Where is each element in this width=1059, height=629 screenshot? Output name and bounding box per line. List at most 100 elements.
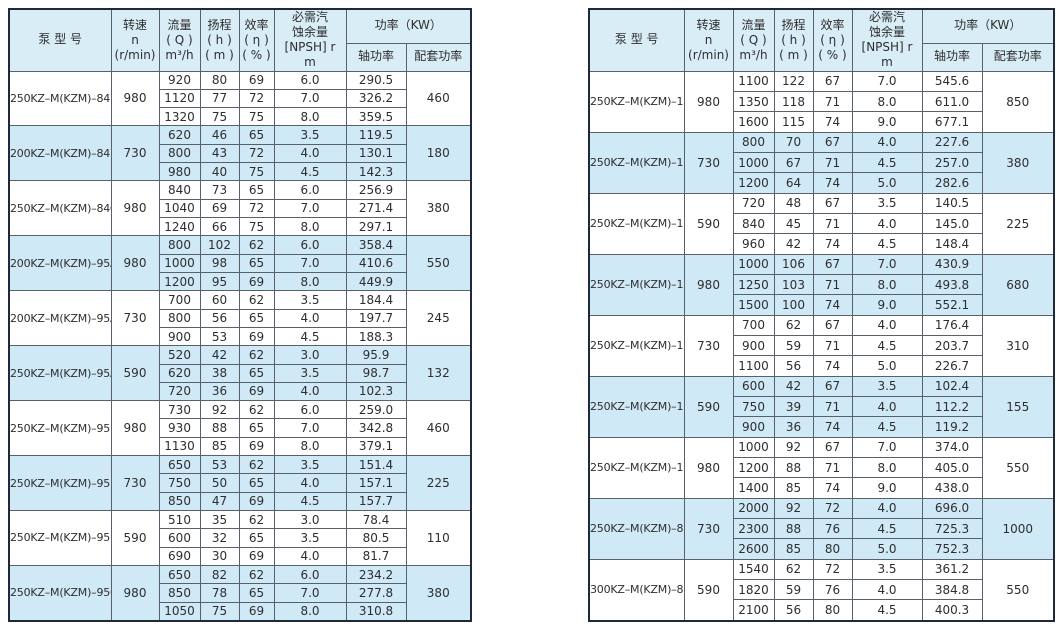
head-cell: 88: [773, 457, 814, 479]
model-cell: 250KZ–M(KZM)–95C: [8, 564, 112, 622]
head-cell: 59: [773, 334, 814, 357]
npsh-cell: 3.0: [273, 509, 347, 530]
head-cell: 32: [199, 528, 240, 548]
efficiency-cell: 65: [238, 363, 275, 383]
efficiency-cell: 80: [812, 599, 853, 622]
efficiency-cell: 71: [812, 334, 853, 357]
spec-row: 1000 67 71 4.5 257.0: [589, 151, 1054, 174]
flow-cell: 1200: [732, 172, 775, 194]
header-text-line: ( Q ): [166, 32, 193, 47]
flow-cell: 1200: [732, 457, 775, 479]
npsh-cell: 7.0: [851, 253, 923, 275]
header-text-line: 效率: [820, 17, 845, 32]
model-cell: 250KZ–M(KZM)–115C: [588, 436, 685, 499]
head-cell: 82: [199, 564, 240, 585]
spec-row: 1100 56 74 5.0 226.7: [589, 355, 1054, 377]
flow-cell: 510: [158, 509, 201, 530]
shaft-power-cell: 361.2: [921, 558, 983, 581]
shaft-power-cell: 277.8: [345, 583, 407, 603]
efficiency-cell: 65: [238, 418, 275, 438]
head-cell: 62: [773, 314, 814, 336]
header-text-line: 蚀余量: [291, 25, 328, 40]
shaft-power-cell: 176.4: [921, 314, 983, 336]
efficiency-cell: 74: [812, 172, 853, 194]
head-cell: 53: [199, 326, 240, 347]
npsh-cell: 4.0: [273, 143, 347, 164]
speed-cell: 980: [110, 400, 160, 457]
head-cell: 95: [199, 271, 240, 292]
flow-cell: 1040: [158, 198, 201, 219]
flow-cell: 1000: [158, 253, 201, 273]
npsh-cell: 4.5: [851, 416, 923, 438]
shaft-power-cell: 379.1: [345, 436, 407, 457]
col-header-shaft-power: 轴功率: [921, 42, 983, 72]
spec-row: 850 47 69 4.5 157.7: [9, 491, 471, 512]
npsh-cell: 4.5: [851, 518, 923, 540]
model-cell: 200KZ–M(KZM)–95A: [8, 235, 112, 292]
speed-cell: 730: [683, 131, 734, 194]
npsh-cell: 4.5: [273, 162, 347, 182]
flow-cell: 1130: [158, 436, 201, 457]
spec-row: 1040 69 72 7.0 271.4: [9, 198, 471, 219]
npsh-cell: 3.5: [273, 528, 347, 548]
shaft-power-cell: 151.4: [345, 455, 407, 475]
spec-row: 1350 118 71 8.0 611.0: [589, 90, 1054, 113]
efficiency-cell: 65: [238, 180, 275, 200]
spec-row: 250KZ–M(KZM)–84B 980 920 80 69 6.0 290.5 460: [8, 70, 472, 127]
shaft-power-cell: 145.0: [921, 212, 983, 235]
col-header-shaft-power: 轴功率: [345, 42, 407, 72]
efficiency-cell: 71: [812, 151, 853, 174]
shaft-power-cell: 410.6: [345, 253, 407, 273]
speed-cell: 590: [110, 510, 160, 566]
header-text-line: ( η ): [820, 32, 845, 47]
efficiency-cell: 71: [812, 212, 853, 235]
matched-power-cell: 680: [981, 253, 1055, 316]
header-text-line: ( m ): [205, 47, 234, 62]
efficiency-cell: 74: [812, 416, 853, 438]
speed-cell: 730: [683, 314, 734, 377]
model-cell: 200KZ–M(KZM)–95A: [8, 290, 112, 347]
npsh-cell: 4.5: [273, 491, 347, 512]
npsh-cell: 7.0: [273, 88, 347, 109]
efficiency-cell: 67: [812, 70, 853, 92]
head-cell: 43: [199, 143, 240, 164]
npsh-cell: 7.0: [273, 253, 347, 273]
shaft-power-cell: 725.3: [921, 518, 983, 540]
flow-cell: 900: [732, 416, 775, 438]
model-cell: 250KZ–M(KZM)–84C: [8, 180, 112, 237]
speed-cell: 590: [110, 345, 160, 402]
npsh-cell: 5.0: [851, 355, 923, 377]
npsh-cell: 4.5: [273, 326, 347, 347]
shaft-power-cell: 552.1: [921, 294, 983, 316]
shaft-power-cell: 184.4: [345, 290, 407, 310]
matched-power-cell: 380: [405, 564, 472, 622]
shaft-power-cell: 157.1: [345, 473, 407, 493]
head-cell: 92: [773, 497, 814, 520]
shaft-power-cell: 449.9: [345, 271, 407, 292]
efficiency-cell: 72: [812, 558, 853, 581]
shaft-power-cell: 326.2: [345, 88, 407, 109]
efficiency-cell: 71: [812, 90, 853, 113]
shaft-power-cell: 259.0: [345, 400, 407, 420]
speed-cell: 730: [683, 497, 734, 560]
efficiency-cell: 75: [238, 107, 275, 127]
model-cell: 300KZ–M(KZM)–85A: [588, 558, 685, 622]
spec-row: 250KZ–M(KZM)–95B 980 730 92 62 6.0 259.0 460: [8, 400, 472, 457]
col-header-efficiency: 效率( η )( % ): [238, 8, 275, 72]
speed-cell: 980: [683, 253, 734, 316]
flow-cell: 600: [158, 528, 201, 548]
shaft-power-cell: 400.3: [921, 599, 983, 622]
speed-cell: 980: [110, 180, 160, 237]
head-cell: 88: [199, 418, 240, 438]
header-text-line: 必需汽: [868, 10, 905, 25]
npsh-cell: 9.0: [851, 111, 923, 133]
flow-cell: 1600: [732, 111, 775, 133]
npsh-cell: 8.0: [273, 601, 347, 622]
head-cell: 62: [773, 558, 814, 581]
header-text-line: [NPSH] r: [861, 40, 913, 55]
efficiency-cell: 74: [812, 233, 853, 255]
head-cell: 36: [773, 416, 814, 438]
